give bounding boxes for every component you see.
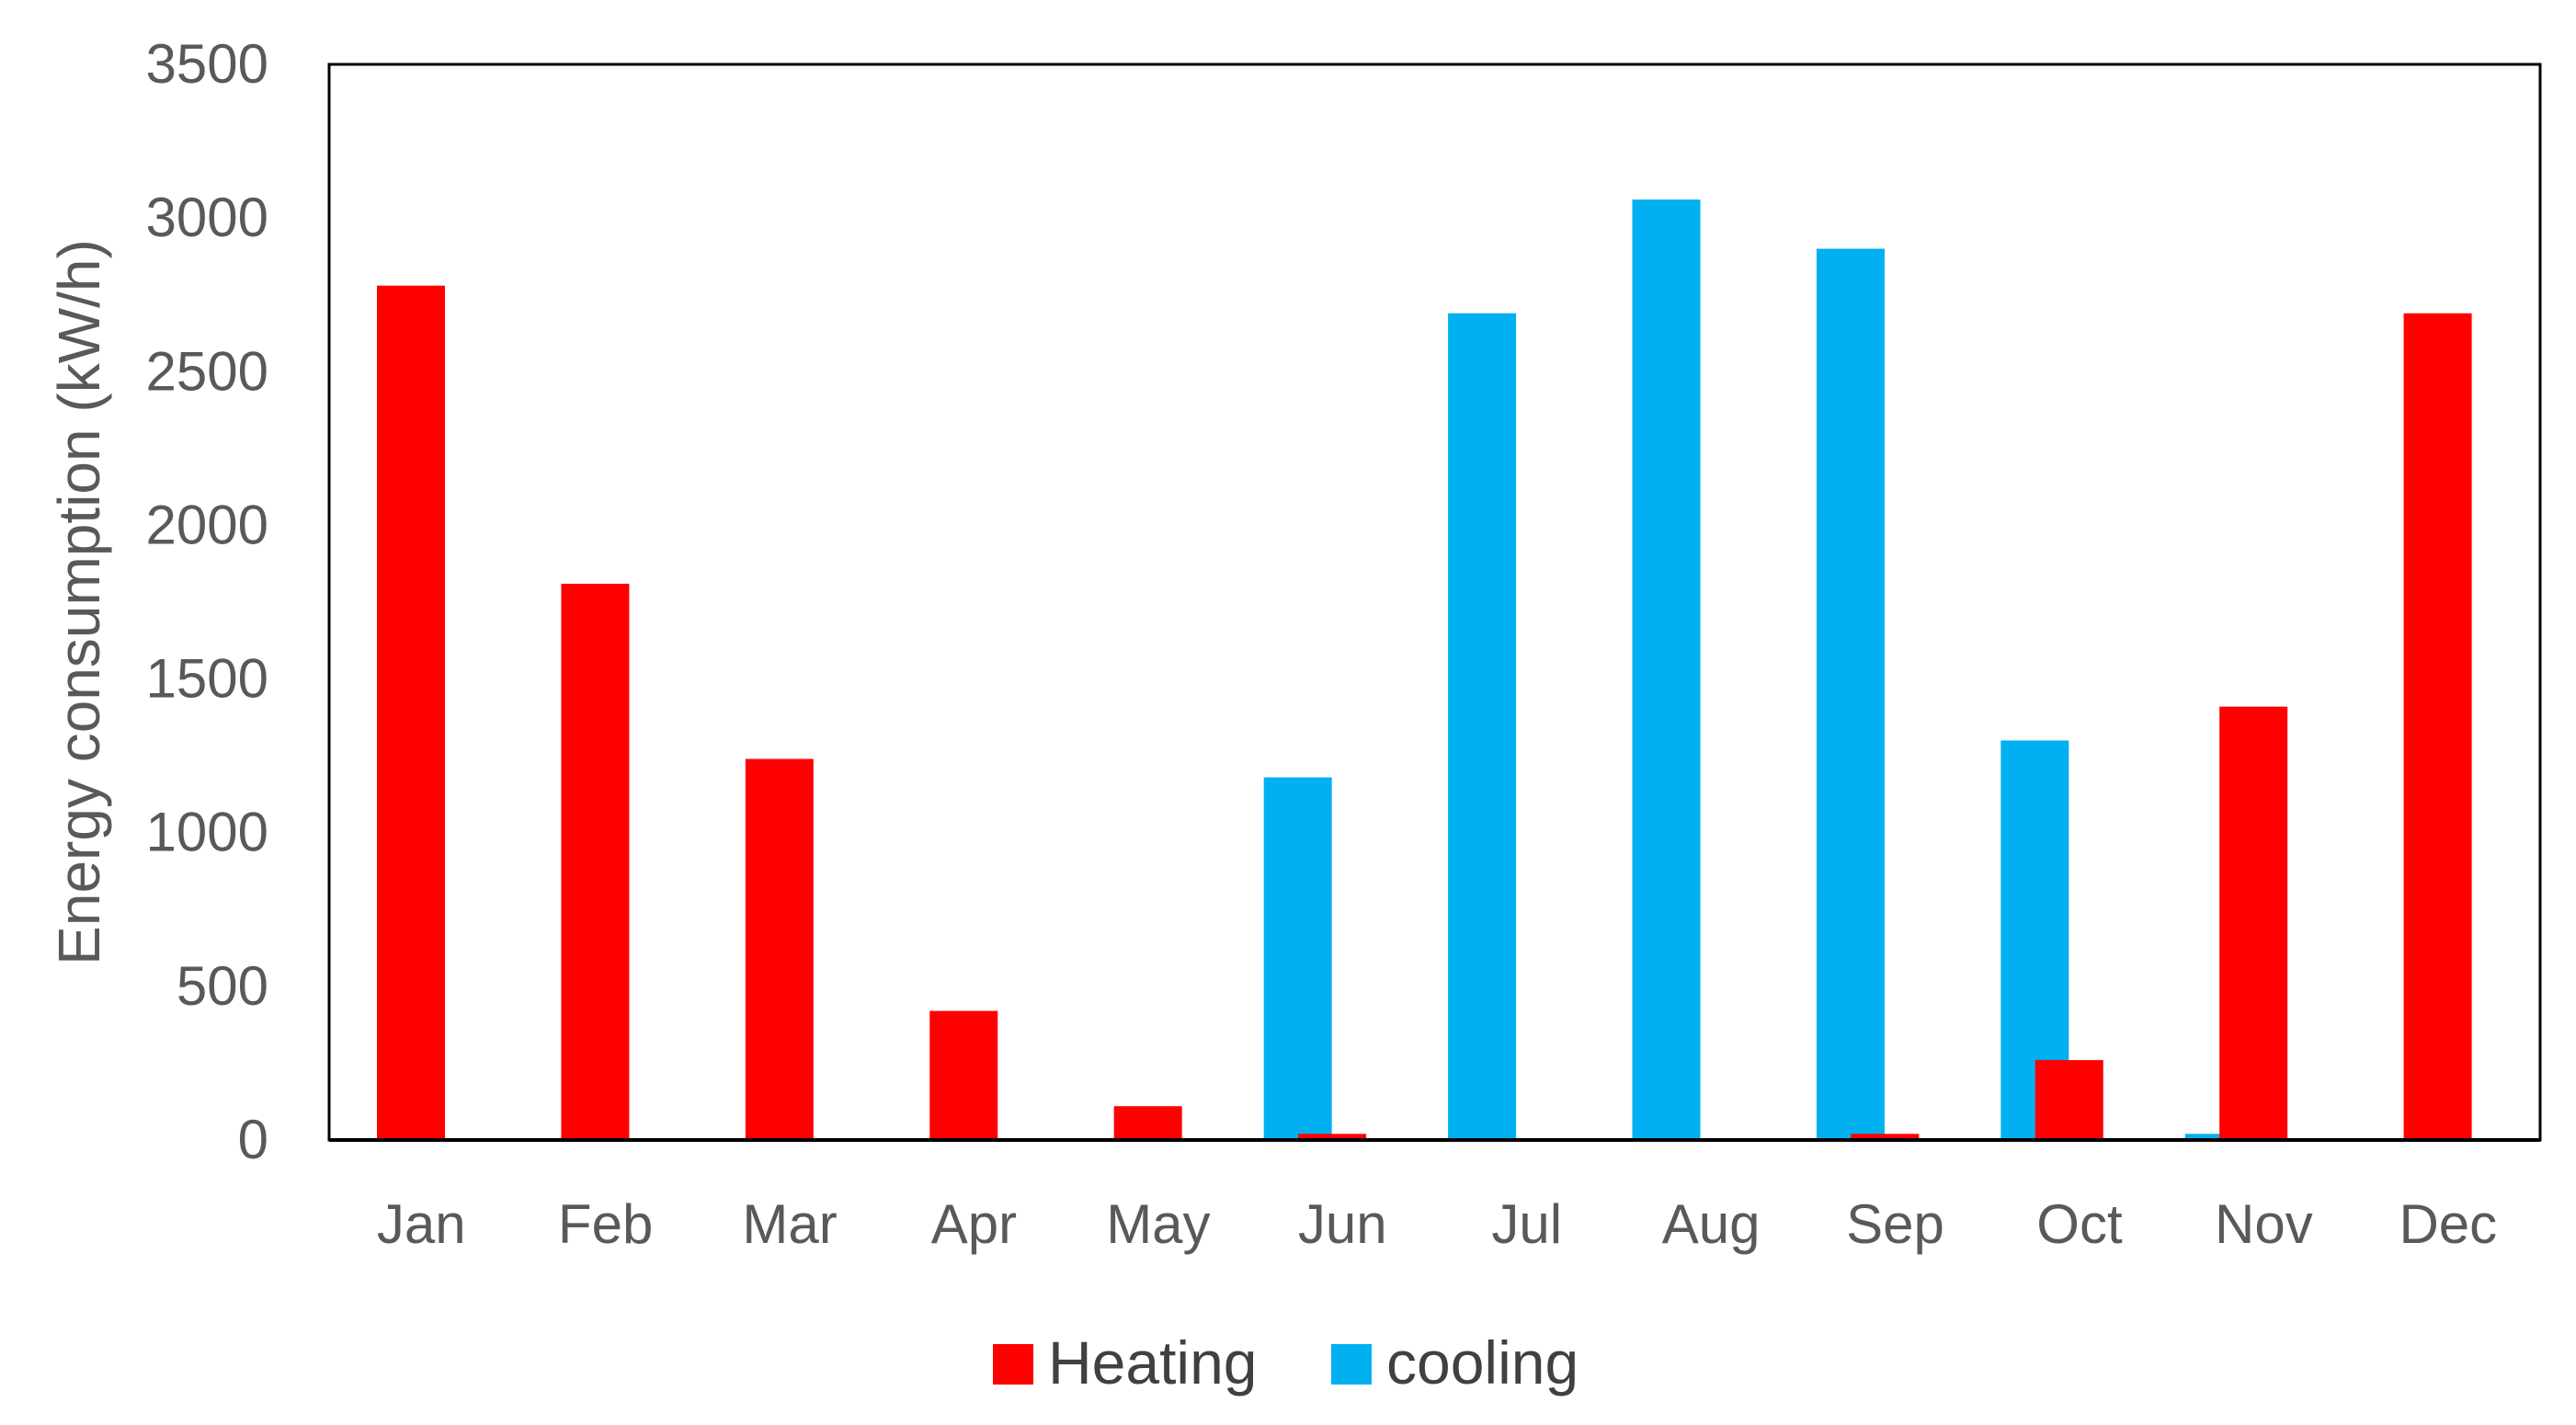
legend: Heating cooling (993, 1328, 1579, 1396)
bar-cooling-oct (2184, 1134, 2253, 1140)
bar-heating-feb (561, 583, 630, 1140)
y-tick-label: 3500 (146, 33, 268, 95)
bar-heating-oct (2035, 1060, 2103, 1140)
y-tick-label: 500 (177, 955, 268, 1017)
x-tick-label-mar: Mar (742, 1193, 837, 1255)
bars-layer (377, 200, 2472, 1141)
x-tick-label-nov: Nov (2215, 1193, 2313, 1255)
y-tick-label: 1500 (146, 648, 268, 710)
bar-heating-nov (2219, 706, 2288, 1140)
x-tick-label-may: May (1106, 1193, 1210, 1255)
x-tick-label-apr: Apr (931, 1193, 1017, 1255)
plot-area-frame (327, 63, 2542, 1142)
x-tick-labels: Jan Feb Mar Apr May Jun Jul Aug Sep Oct Nov Dec (377, 1193, 2497, 1255)
bar-heating-dec (2403, 313, 2472, 1140)
bar-heating-may (1113, 1106, 1182, 1140)
x-tick-label-dec: Dec (2399, 1193, 2497, 1255)
bar-heating-sep (1851, 1134, 1920, 1140)
legend-label-heating: Heating (1048, 1328, 1258, 1396)
bar-cooling-aug (1816, 248, 1885, 1141)
x-tick-label-jul: Jul (1491, 1193, 1562, 1255)
bar-heating-mar (745, 758, 814, 1140)
y-tick-label: 2500 (146, 340, 268, 402)
y-tick-labels: 0 500 1000 1500 2000 2500 3000 3500 (146, 33, 268, 1170)
x-tick-label-oct: Oct (2036, 1193, 2123, 1255)
x-tick-label-feb: Feb (558, 1193, 653, 1255)
bar-heating-jan (377, 285, 445, 1141)
legend-swatch-cooling (1331, 1344, 1372, 1385)
y-tick-label: 0 (238, 1109, 268, 1170)
legend-swatch-heating (993, 1344, 1033, 1385)
bar-cooling-jul (1632, 200, 1701, 1141)
bar-cooling-jun (1448, 313, 1517, 1140)
x-tick-label-jan: Jan (377, 1193, 466, 1255)
legend-label-cooling: cooling (1386, 1328, 1579, 1396)
y-tick-label: 3000 (146, 187, 268, 248)
x-tick-label-jun: Jun (1298, 1193, 1387, 1255)
bar-heating-apr (929, 1010, 998, 1140)
bar-heating-jun (1298, 1134, 1367, 1140)
x-tick-label-aug: Aug (1662, 1193, 1761, 1255)
bar-cooling-may (1263, 777, 1332, 1140)
y-axis-title: Energy consumption (kW/h) (46, 239, 112, 965)
x-tick-label-sep: Sep (1846, 1193, 1944, 1255)
y-tick-label: 2000 (146, 494, 268, 555)
y-tick-label: 1000 (146, 802, 268, 863)
